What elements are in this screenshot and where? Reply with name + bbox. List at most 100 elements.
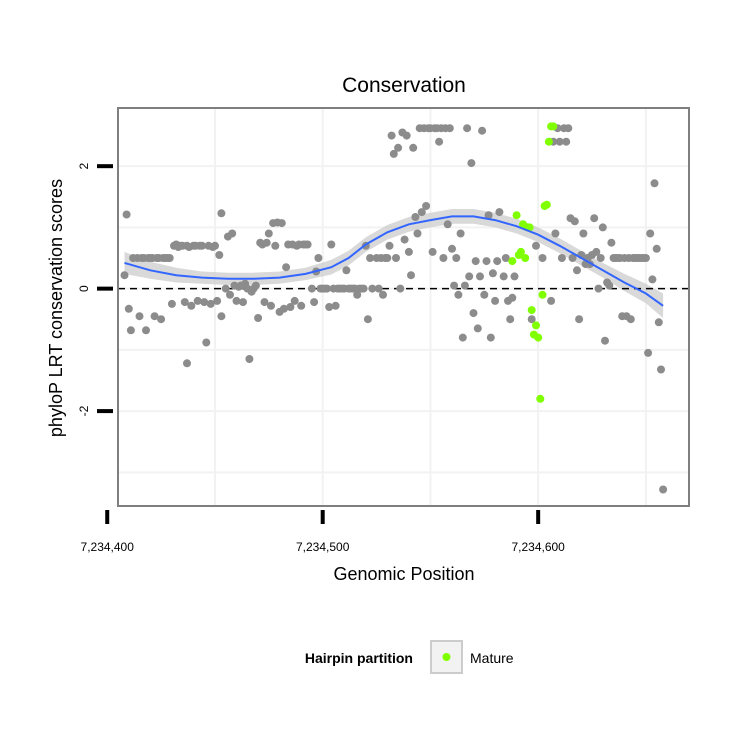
data-point [465,272,474,281]
data-point-mature [534,333,543,342]
data-point [463,124,472,133]
data-point [452,254,461,262]
data-point [493,257,502,266]
smooth-curve [124,215,664,307]
data-point [392,254,400,262]
data-point [435,137,444,146]
data-point [314,254,323,262]
data-point [165,254,174,262]
data-point [508,293,517,302]
data-point [366,254,375,262]
data-point [310,298,319,307]
data-point-mature [508,257,517,266]
data-point-mature [516,247,525,256]
data-point [183,359,191,368]
data-point-mature [512,211,521,220]
data-point [598,223,607,232]
data-point [652,244,661,253]
data-point [445,124,454,133]
data-point [402,131,411,140]
data-point [443,220,452,229]
data-point [547,296,556,305]
data-point [480,290,489,299]
data-point [303,240,312,249]
data-point [428,247,437,256]
y-axis-label: phyloP LRT conservation scores [46,179,66,437]
data-point [562,137,571,146]
legend: Hairpin partition Mature [305,640,514,674]
smooth-line [124,215,664,307]
data-point [389,149,398,158]
y-tick-label: 2 [77,163,91,170]
y-tick-label: 0 [77,285,91,292]
data-point [460,281,469,290]
data-point [467,159,476,168]
data-point [417,208,426,217]
data-point [551,229,560,238]
data-point [596,254,605,262]
data-point [488,269,497,278]
data-point [251,281,260,290]
data-point [448,244,456,253]
data-point [506,315,515,324]
data-point [641,254,650,262]
data-point [193,296,202,305]
chart-title: Conservation [342,74,466,97]
y-tick-label: -2 [77,405,91,416]
data-point [368,284,377,293]
data-point [454,290,463,299]
data-point-mature [527,306,536,315]
plot-panel-border [117,107,690,507]
data-point [167,299,176,308]
data-point [267,301,275,310]
data-point [200,298,209,307]
data-point [394,143,403,152]
data-point [650,179,659,188]
data-point [590,214,599,223]
data-point [557,254,566,262]
data-point [570,217,579,226]
data-point [626,315,635,324]
data-point [221,284,230,293]
data-point [555,137,564,146]
data-point [491,296,500,305]
data-point [469,309,478,318]
data-point [282,263,291,272]
data-point [271,241,280,250]
data-point [206,299,215,308]
data-point [239,298,247,307]
legend-label-mature: Mature [470,650,514,666]
data-point [363,315,372,324]
data-point [499,272,508,281]
data-point [605,281,614,290]
data-point [482,257,491,266]
data-point [124,304,133,313]
data-point [450,281,459,290]
data-point [648,275,657,284]
data-point [215,251,224,259]
data-point [297,301,306,310]
data-point [568,254,577,262]
data-point [126,326,135,335]
data-point [644,348,653,357]
data-point [211,241,219,250]
data-point [323,284,331,293]
data-point [122,210,131,219]
data-point [501,254,510,262]
data-point-mature [538,290,547,299]
data-point [495,208,504,217]
plot-panel [118,108,689,506]
data-point [290,296,299,305]
x-tick-label: 7,234,500 [296,540,350,554]
data-point [342,266,351,275]
data-point [400,235,409,244]
data-point [187,301,196,310]
data-point [232,296,241,305]
data-point [510,272,519,281]
data-point [379,290,387,299]
data-point [226,290,234,299]
data-point [217,312,226,321]
data-point [157,315,166,324]
data-point [532,241,540,250]
